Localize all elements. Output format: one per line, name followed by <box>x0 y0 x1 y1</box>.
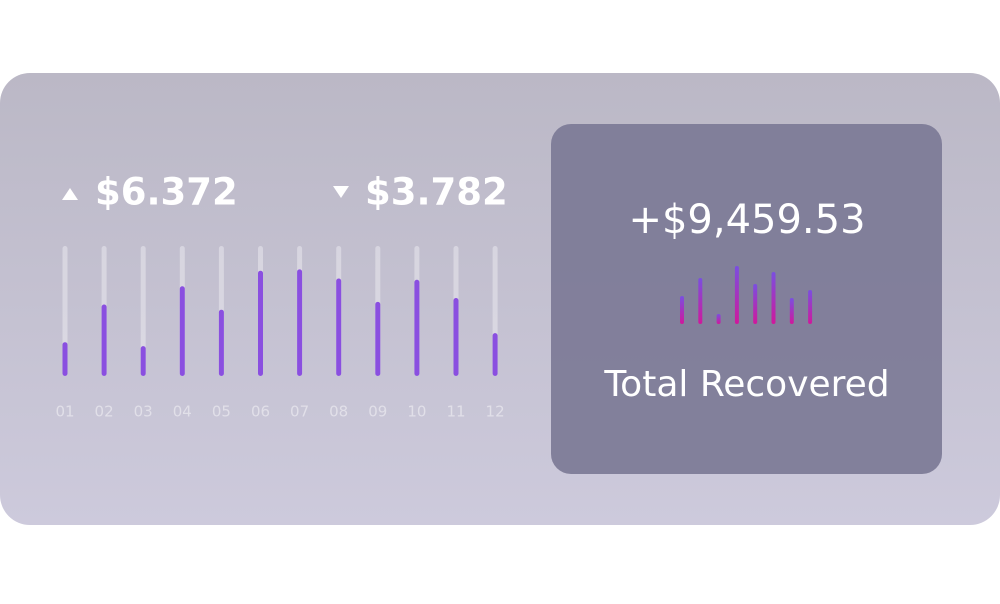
mini-bar <box>680 296 684 324</box>
mini-bar <box>716 314 721 324</box>
bar <box>414 279 420 376</box>
up-icon <box>62 188 78 200</box>
x-tick-label: 04 <box>173 403 192 421</box>
x-tick-label: 02 <box>95 403 114 421</box>
down-icon <box>333 186 349 198</box>
mini-bar <box>789 298 794 324</box>
x-tick-label: 11 <box>446 403 465 421</box>
up-amount: $6.372 <box>95 171 238 214</box>
summary-panel <box>551 124 942 474</box>
mini-bar <box>734 266 739 324</box>
x-tick-label: 01 <box>55 403 74 421</box>
bar-track <box>140 246 146 376</box>
x-tick-label: 09 <box>368 403 387 421</box>
bar <box>258 270 263 376</box>
total-amount: +$9,459.53 <box>628 197 865 243</box>
bar <box>375 301 381 376</box>
bar <box>101 304 107 376</box>
bar <box>218 309 224 376</box>
bar <box>140 346 146 376</box>
x-tick-label: 05 <box>212 403 231 421</box>
x-tick-label: 12 <box>486 403 505 421</box>
bar <box>179 286 185 376</box>
x-tick-label: 06 <box>251 403 270 421</box>
down-amount: $3.782 <box>365 171 508 214</box>
total-caption: Total Recovered <box>603 364 889 405</box>
x-tick-label: 07 <box>290 403 309 421</box>
bar <box>297 269 303 376</box>
mini-bar <box>808 290 813 324</box>
x-tick-label: 08 <box>329 403 348 421</box>
mini-bar <box>698 278 703 324</box>
bar <box>453 298 459 376</box>
bar <box>492 333 498 376</box>
x-tick-label: 03 <box>134 403 153 421</box>
mini-bar <box>753 284 758 324</box>
bar <box>336 278 342 376</box>
mini-bar <box>771 272 776 324</box>
bar <box>62 342 68 376</box>
x-tick-label: 10 <box>407 403 426 421</box>
